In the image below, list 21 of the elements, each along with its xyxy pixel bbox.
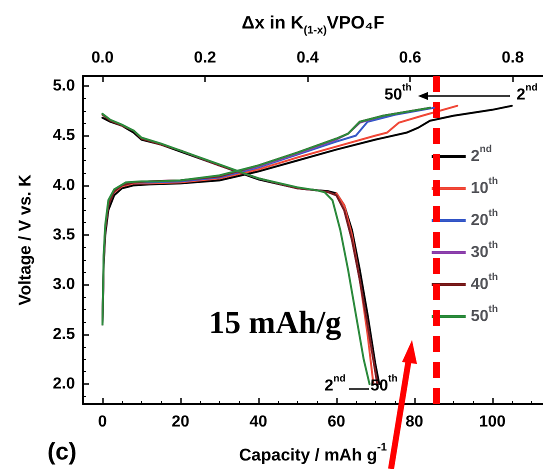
x-tick-label: 20: [172, 414, 190, 430]
y-tick-label: 2.5: [52, 326, 76, 343]
y-tick-label: 3.5: [52, 226, 76, 244]
x2-tick-label: 0.6: [399, 50, 422, 66]
x-tick-label: 0: [98, 414, 108, 430]
x-tick-label: 60: [327, 414, 346, 430]
x2-tick-label: 0.4: [296, 50, 319, 66]
x2-tick-label: 0.8: [502, 50, 524, 66]
y-tick-label: 4.5: [52, 127, 76, 144]
y-tick-label: 4.0: [52, 176, 76, 194]
y-tick-label: 2.0: [52, 376, 76, 393]
text: (c): [47, 438, 77, 466]
x-tick-label: 100: [478, 414, 506, 430]
x-tick-label: 80: [405, 414, 424, 430]
annotation: 15 mAh/g: [208, 304, 342, 341]
x2-tick-label: 0.0: [91, 50, 114, 66]
x-tick-label: 40: [250, 414, 268, 430]
y-axis-title: Voltage / V vs. K: [16, 174, 34, 306]
y-tick-label: 3.0: [52, 276, 76, 294]
y-tick-label: 5.0: [52, 77, 76, 94]
x2-tick-label: 0.2: [194, 50, 216, 66]
